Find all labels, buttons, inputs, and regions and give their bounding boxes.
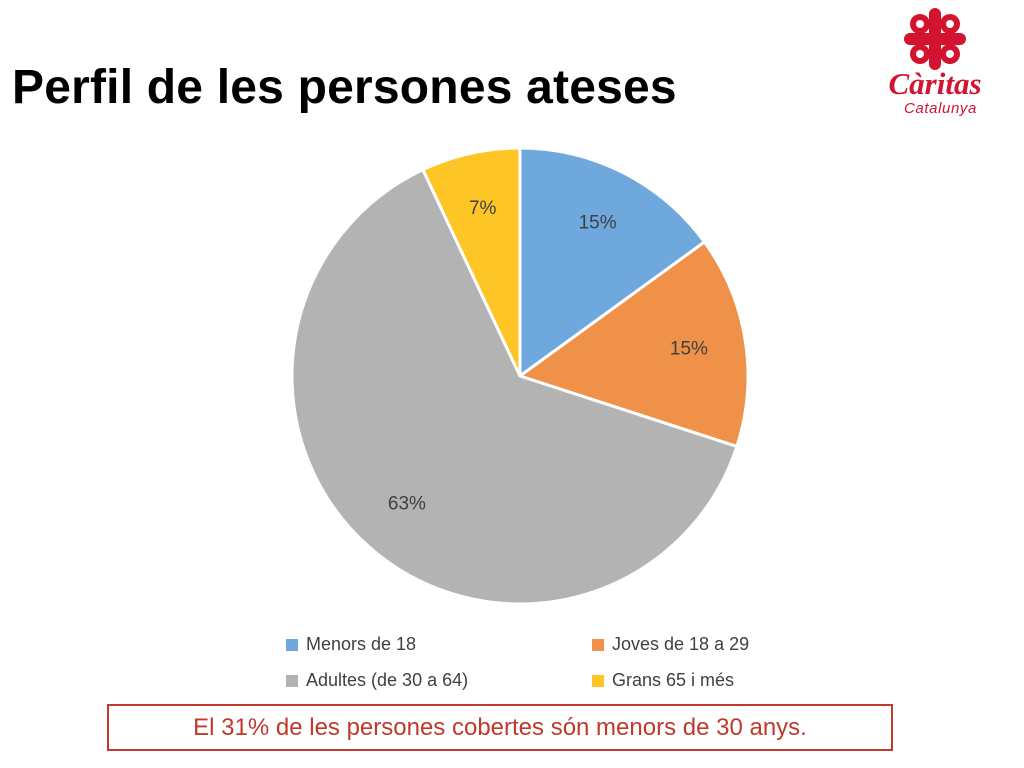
legend-item-joves: Joves de 18 a 29 [592,634,749,655]
pie-slice [516,239,750,449]
caritas-cross-icon [904,8,966,70]
legend-swatch [592,674,604,687]
legend-swatch [286,674,298,687]
pie-slice [290,167,739,606]
legend-label: Grans 65 i més [612,670,735,690]
caritas-logo: Càritas Catalunya [860,4,1010,124]
pie-chart: 15% 15% 63% 7% [290,146,750,606]
legend-item-menors: Menors de 18 [286,634,416,655]
pie-slice-label: 63% [388,493,426,514]
pie-slices [290,146,750,606]
logo-name: Càritas [888,66,982,101]
legend-swatch [286,638,298,651]
legend-label: Menors de 18 [306,634,417,654]
pie-slice-labels: 15% 15% 63% 7% [388,198,708,514]
legend-item-grans: Grans 65 i més [592,670,734,691]
page-title: Perfil de les persones ateses [12,61,677,114]
pie-slice [420,146,522,377]
pie-slice-label: 7% [469,198,497,219]
chart-legend: Menors de 18 Joves de 18 a 29 Adultes (d… [286,634,806,698]
summary-note: El 31% de les persones cobertes són meno… [107,704,893,751]
legend-item-adultes: Adultes (de 30 a 64) [286,670,468,691]
legend-label: Adultes (de 30 a 64) [306,670,469,690]
pie-slice-label: 15% [670,338,708,359]
pie-slice [518,146,707,379]
logo-subtitle: Catalunya [904,100,977,117]
legend-swatch [592,638,604,651]
legend-label: Joves de 18 a 29 [612,634,750,654]
pie-slice-label: 15% [579,213,617,234]
